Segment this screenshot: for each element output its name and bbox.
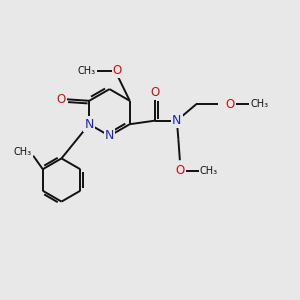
Text: N: N [105, 129, 114, 142]
Text: O: O [113, 64, 122, 77]
Text: CH₃: CH₃ [200, 166, 218, 176]
Text: O: O [151, 86, 160, 99]
Text: O: O [56, 93, 65, 106]
Text: CH₃: CH₃ [14, 147, 32, 157]
Text: CH₃: CH₃ [77, 66, 95, 76]
Text: N: N [85, 118, 94, 131]
Text: O: O [175, 164, 184, 177]
Text: O: O [225, 98, 235, 111]
Text: N: N [172, 114, 182, 127]
Text: CH₃: CH₃ [250, 99, 268, 109]
